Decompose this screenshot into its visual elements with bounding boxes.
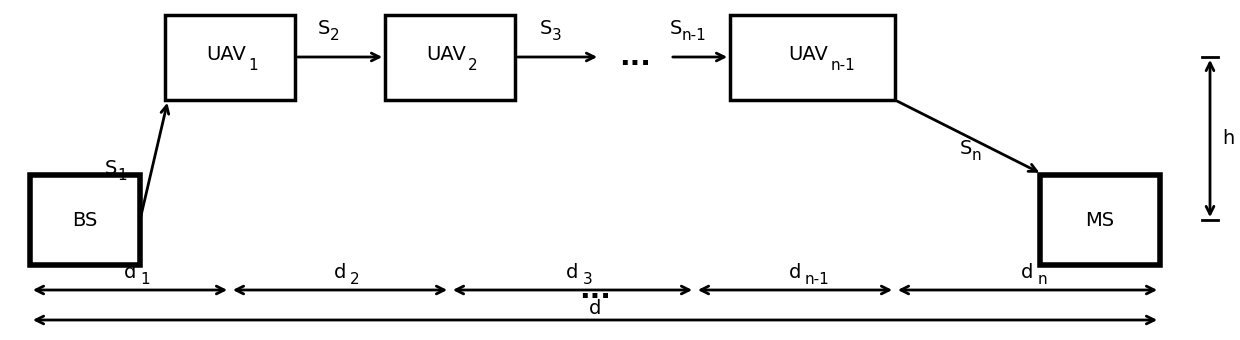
Text: MS: MS bbox=[1085, 210, 1115, 230]
Text: UAV: UAV bbox=[206, 45, 246, 64]
Text: d: d bbox=[567, 262, 579, 282]
Text: d: d bbox=[124, 262, 136, 282]
Text: S: S bbox=[105, 158, 118, 177]
Text: 1: 1 bbox=[140, 272, 150, 287]
Text: S: S bbox=[960, 138, 972, 157]
Text: n: n bbox=[972, 148, 982, 163]
Text: 1: 1 bbox=[248, 58, 258, 73]
Text: UAV: UAV bbox=[789, 45, 828, 64]
Text: 2: 2 bbox=[467, 58, 477, 73]
Text: BS: BS bbox=[72, 210, 98, 230]
Text: 2: 2 bbox=[350, 272, 360, 287]
Bar bbox=[165, 15, 295, 100]
Text: 2: 2 bbox=[330, 28, 340, 42]
Text: S: S bbox=[317, 18, 330, 37]
Bar bbox=[730, 15, 895, 100]
Bar bbox=[1040, 175, 1159, 265]
Text: d: d bbox=[334, 262, 346, 282]
Text: d: d bbox=[1022, 262, 1034, 282]
Text: ...: ... bbox=[579, 276, 611, 304]
Text: 1: 1 bbox=[117, 168, 126, 183]
Text: n-1: n-1 bbox=[805, 272, 830, 287]
Text: d: d bbox=[589, 299, 601, 318]
Text: ...: ... bbox=[619, 43, 651, 71]
Text: 3: 3 bbox=[583, 272, 593, 287]
Bar bbox=[30, 175, 140, 265]
Text: n-1: n-1 bbox=[831, 58, 856, 73]
Text: d: d bbox=[789, 262, 801, 282]
Text: S: S bbox=[670, 18, 682, 37]
Text: UAV: UAV bbox=[427, 45, 466, 64]
Text: 3: 3 bbox=[552, 28, 562, 42]
Bar bbox=[384, 15, 515, 100]
Text: h: h bbox=[1221, 129, 1234, 148]
Text: n: n bbox=[1038, 272, 1047, 287]
Text: n-1: n-1 bbox=[682, 28, 707, 42]
Text: S: S bbox=[539, 18, 552, 37]
